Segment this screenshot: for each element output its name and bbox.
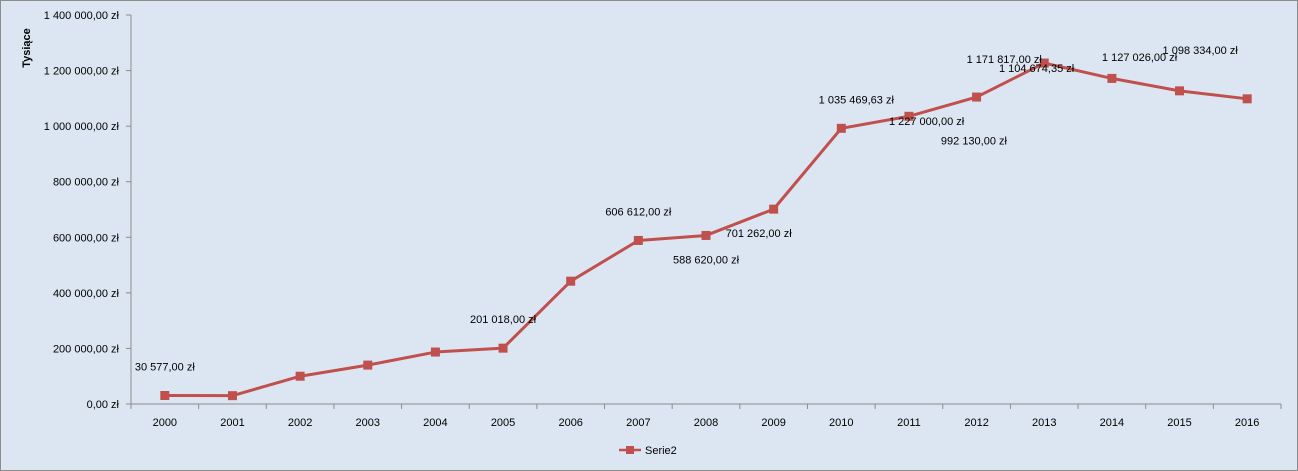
x-tick-labels: 2000 2001 2002 2003 2004 2005 2006 2007 2008 2009…: [153, 417, 1260, 429]
y-tick-labels: 0,00 zł 200 000,00 zł 400 000,00 zł 600 000…: [44, 10, 120, 411]
x-tick-label: 2011: [897, 417, 921, 429]
data-point: [1039, 58, 1049, 68]
data-label: 30 577,00 zł: [135, 362, 195, 374]
data-point: [295, 371, 305, 381]
axes: [126, 14, 1282, 409]
data-point: [160, 391, 170, 401]
x-tick-label: 2015: [1167, 417, 1191, 429]
y-tick-label: 400 000,00 zł: [53, 288, 120, 300]
data-point: [498, 343, 508, 353]
legend-label-serie2: Serie2: [645, 445, 677, 457]
x-tick-label: 2001: [220, 417, 244, 429]
data-label: 1 104 674,35 zł: [999, 63, 1075, 75]
y-tick-label: 1 000 000,00 zł: [44, 121, 120, 133]
x-tick-label: 2009: [761, 417, 785, 429]
data-label: 1 098 334,00 zł: [1163, 45, 1239, 57]
data-label: 201 018,00 zł: [470, 314, 537, 326]
data-label: 1 227 000,00 zł: [889, 116, 965, 128]
data-point: [701, 230, 711, 240]
data-point: [769, 204, 779, 214]
x-tick-label: 2004: [423, 417, 447, 429]
data-label: 1 171 817,00 zł: [967, 54, 1043, 66]
x-tick-label: 2013: [1032, 417, 1056, 429]
data-point: [836, 123, 846, 133]
data-point: [904, 111, 914, 121]
x-tick-label: 2012: [964, 417, 988, 429]
data-labels: 30 577,00 zł 201 018,00 zł 606 612,00 zł 58…: [135, 45, 1238, 374]
x-tick-label: 2007: [626, 417, 650, 429]
x-tick-label: 2002: [288, 417, 312, 429]
y-tick-label: 600 000,00 zł: [53, 232, 120, 244]
x-tick-label: 2005: [491, 417, 515, 429]
data-point: [1175, 86, 1185, 96]
x-tick-label: 2008: [694, 417, 718, 429]
x-tick-label: 2014: [1100, 417, 1124, 429]
series-group: [160, 58, 1252, 401]
data-point: [363, 360, 373, 370]
data-point: [430, 347, 440, 357]
data-point: [972, 92, 982, 102]
data-label: 1 035 469,63 zł: [819, 94, 895, 106]
x-tick-label: 2010: [829, 417, 853, 429]
data-point: [566, 276, 576, 286]
legend: Serie2: [619, 445, 677, 457]
x-tick-label: 2003: [356, 417, 380, 429]
data-label: 1 127 026,00 zł: [1102, 52, 1178, 64]
y-tick-label: 800 000,00 zł: [53, 177, 120, 189]
y-tick-label: 0,00 zł: [87, 399, 120, 411]
data-label: 701 262,00 zł: [726, 228, 793, 240]
data-point: [633, 235, 643, 245]
data-label: 606 612,00 zł: [605, 206, 672, 218]
data-point: [227, 391, 237, 401]
x-tick-label: 2016: [1235, 417, 1259, 429]
y-tick-label: 200 000,00 zł: [53, 343, 120, 355]
x-tick-label: 2000: [153, 417, 177, 429]
data-point: [1242, 94, 1252, 104]
data-label: 588 620,00 zł: [673, 254, 740, 266]
y-tick-label: 1 200 000,00 zł: [44, 66, 120, 78]
data-point: [1107, 73, 1117, 83]
y-tick-label: 1 400 000,00 zł: [44, 10, 120, 22]
legend-marker: [626, 446, 634, 454]
x-tick-label: 2006: [558, 417, 582, 429]
data-label: 992 130,00 zł: [941, 135, 1008, 147]
y-axis-title: Tysiące: [21, 28, 33, 68]
